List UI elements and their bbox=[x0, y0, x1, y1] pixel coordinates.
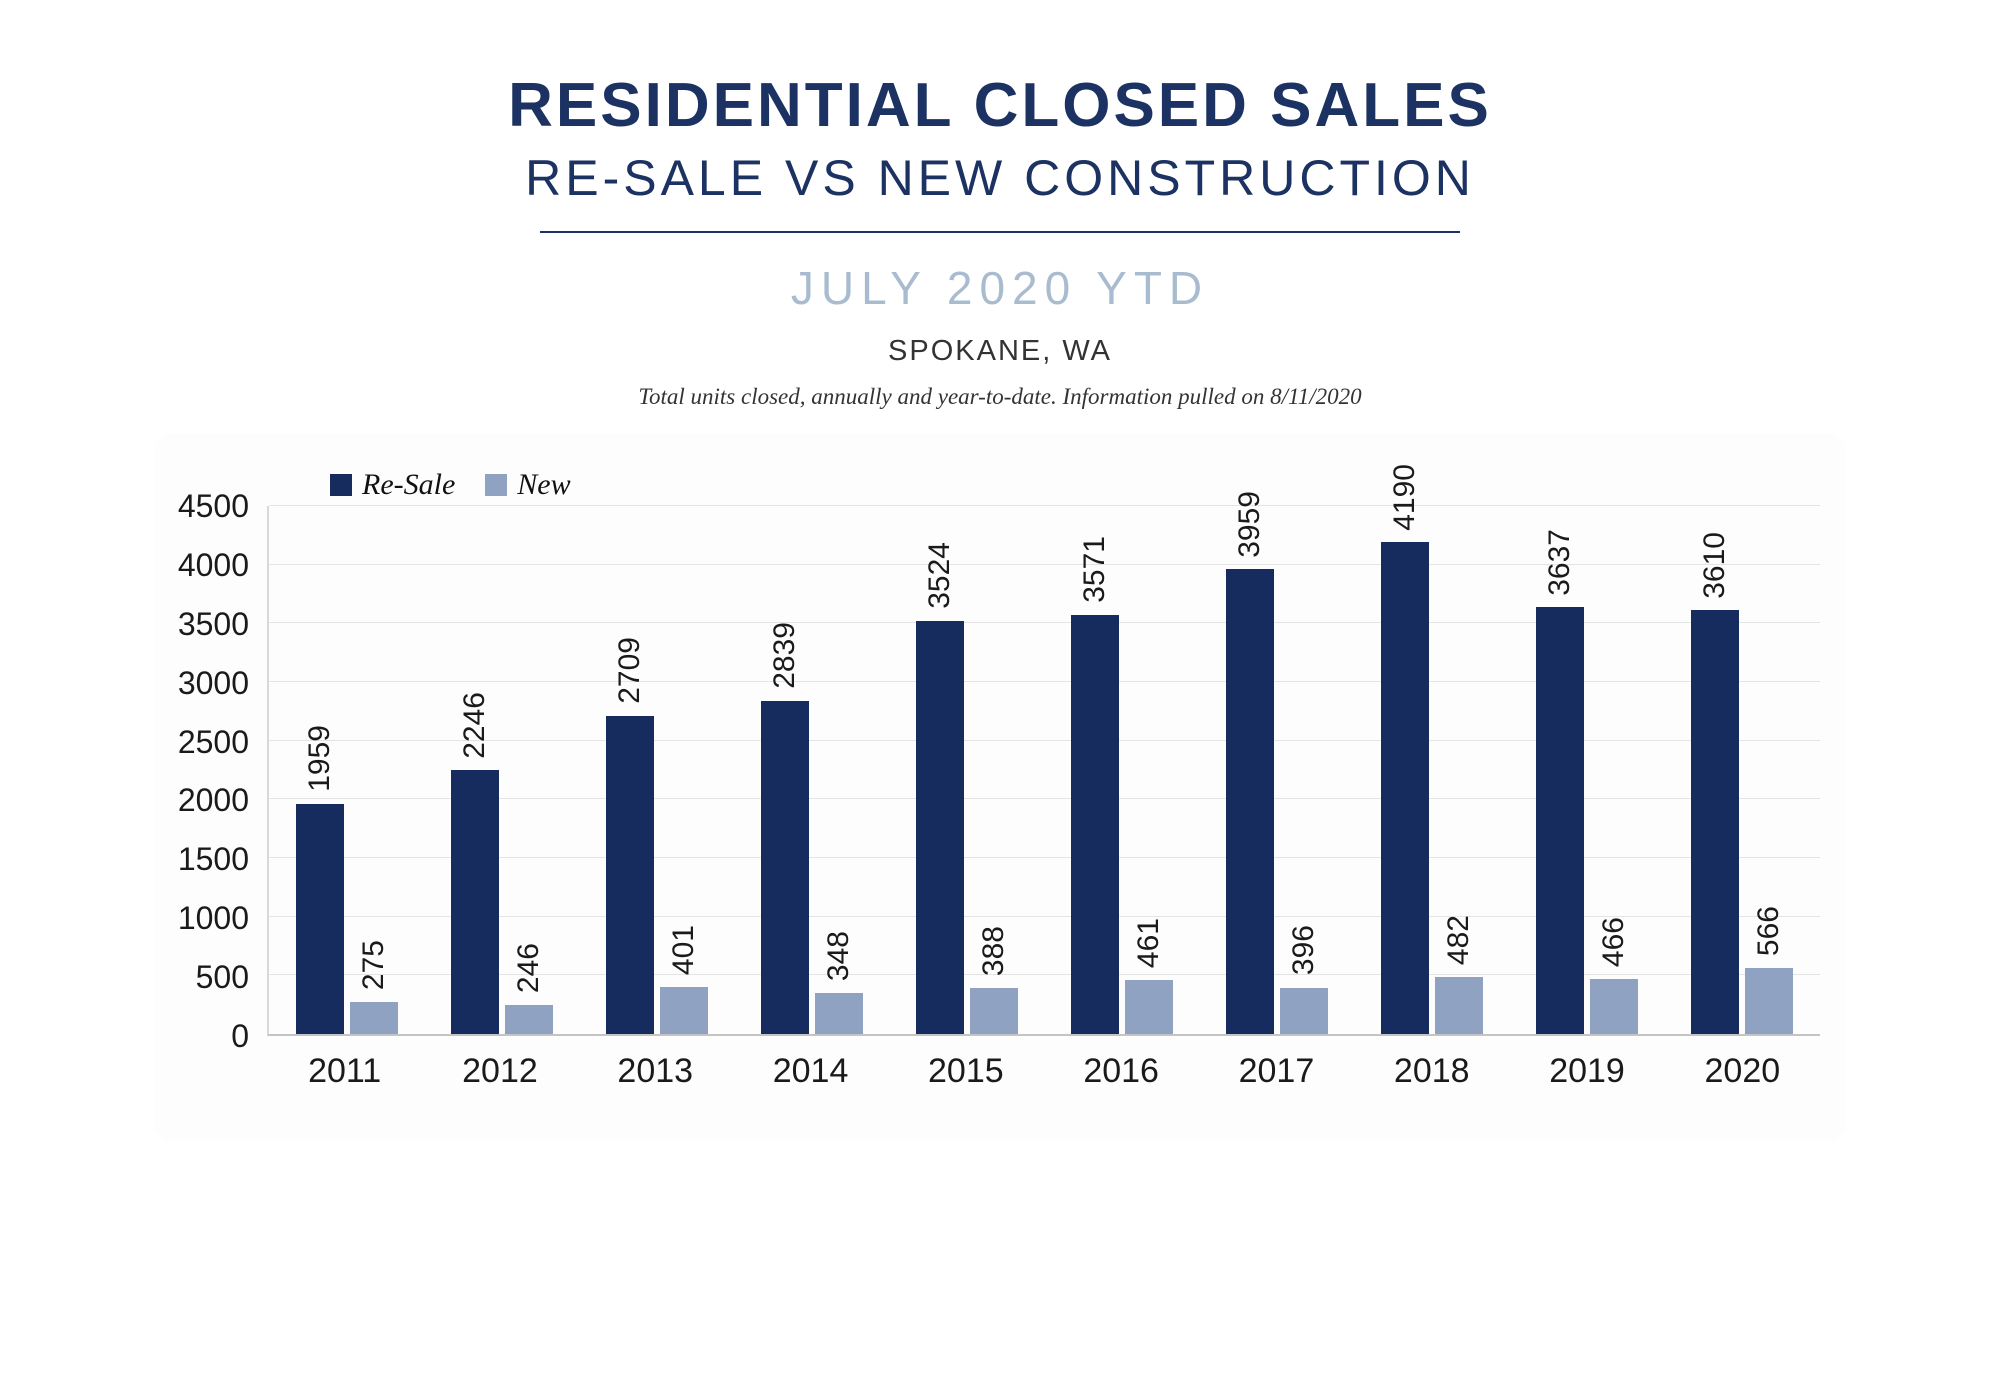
bar-value-label: 3959 bbox=[1233, 490, 1267, 558]
bar-group-2017: 3959 396 bbox=[1200, 491, 1355, 1034]
bar-group-2016: 3571 461 bbox=[1044, 506, 1199, 1034]
x-axis-label-2020: 2020 bbox=[1704, 1052, 1781, 1090]
new-bar-2014: 348 bbox=[814, 931, 863, 1034]
gridline bbox=[269, 505, 1820, 506]
new-bar-2012: 246 bbox=[504, 943, 553, 1034]
x-axis-label-2015: 2015 bbox=[928, 1052, 1004, 1090]
x-axis-label-2011: 2011 bbox=[308, 1052, 382, 1090]
bar-groups: 1959 275 2246 246 2709 401 2839 348 3524 388 3571 4… bbox=[269, 464, 1820, 1034]
report-note: Total units closed, annually and year-to… bbox=[638, 384, 1362, 409]
resale-bar-2019: 3637 bbox=[1536, 529, 1585, 1034]
bar-value-label: 1959 bbox=[302, 725, 336, 793]
gridline bbox=[269, 857, 1820, 858]
y-axis-tick-label: 0 bbox=[231, 1018, 249, 1054]
resale-bar-2011: 1959 bbox=[295, 725, 344, 1034]
bar-value-label: 388 bbox=[976, 926, 1010, 977]
y-axis-tick-label: 1000 bbox=[177, 900, 249, 937]
bar-group-2020: 3610 566 bbox=[1665, 506, 1820, 1034]
bar-value-label: 3571 bbox=[1078, 536, 1112, 604]
y-axis: 0 500 1000 1500 2000 2500 3000 3500 4000 4500 bbox=[155, 490, 267, 1052]
bar-group-2018: 4190 482 bbox=[1355, 464, 1510, 1034]
bar-value-label: 2709 bbox=[612, 637, 646, 705]
resale-bar-2016: 3571 bbox=[1071, 536, 1120, 1034]
bar-group-2011: 1959 275 bbox=[269, 506, 424, 1034]
resale-bar-2017: 3959 bbox=[1226, 491, 1275, 1034]
report-location: SPOKANE, WA bbox=[888, 335, 1112, 367]
y-axis-tick-label: 1500 bbox=[177, 841, 249, 878]
bar-value-label: 401 bbox=[666, 924, 700, 975]
bar-value-label: 246 bbox=[511, 943, 545, 994]
bar-value-label: 348 bbox=[821, 931, 855, 982]
bar-value-label: 2839 bbox=[767, 622, 801, 689]
new-bar-2018: 482 bbox=[1435, 915, 1484, 1034]
bar-value-label: 3637 bbox=[1543, 528, 1577, 596]
x-axis-label-2016: 2016 bbox=[1083, 1052, 1159, 1090]
bar-value-label: 466 bbox=[1597, 917, 1631, 968]
bar-value-label: 3524 bbox=[922, 541, 956, 609]
x-axis-label-2012: 2012 bbox=[462, 1052, 538, 1090]
y-axis-tick-label: 4500 bbox=[177, 488, 249, 524]
y-axis-tick-label: 3500 bbox=[177, 605, 249, 642]
bar-value-label: 2246 bbox=[457, 691, 491, 759]
gridline bbox=[269, 798, 1820, 800]
resale-bar-2018: 4190 bbox=[1381, 464, 1430, 1034]
bar-group-2015: 3524 388 bbox=[889, 506, 1044, 1034]
resale-bar-2013: 2709 bbox=[605, 637, 654, 1034]
new-legend-label: New bbox=[517, 468, 571, 501]
new-bar-2011: 275 bbox=[349, 940, 398, 1034]
plot-row: 0 500 1000 1500 2000 2500 3000 3500 4000 4500 195… bbox=[155, 464, 1820, 1052]
bar-value-label: 3610 bbox=[1698, 531, 1732, 599]
resale-legend-swatch bbox=[330, 474, 352, 496]
bar-group-2014: 2839 348 bbox=[734, 506, 889, 1034]
x-axis-label-2014: 2014 bbox=[772, 1052, 849, 1090]
gridline bbox=[269, 681, 1820, 682]
chart-legend: Re-Sale New bbox=[330, 464, 1820, 506]
title-divider bbox=[540, 231, 1460, 233]
new-bar-2019: 466 bbox=[1590, 917, 1639, 1034]
bar-value-label: 396 bbox=[1287, 925, 1321, 976]
gridline bbox=[269, 739, 1820, 741]
new-bar-2013: 401 bbox=[659, 925, 708, 1034]
bar-value-label: 482 bbox=[1442, 915, 1476, 966]
plot-area: 1959 275 2246 246 2709 401 2839 348 3524 388 3571 4… bbox=[267, 464, 1820, 1036]
page-title: RESIDENTIAL CLOSED SALES bbox=[508, 71, 1492, 140]
gridline bbox=[269, 563, 1820, 565]
bar-group-2013: 2709 401 bbox=[579, 506, 734, 1034]
new-bar-2015: 388 bbox=[969, 926, 1018, 1034]
report-header: RESIDENTIAL CLOSED SALES RE-SALE VS NEW … bbox=[0, 0, 2000, 410]
legend-item-resale: Re-Sale bbox=[330, 468, 455, 502]
legend-item-new: New bbox=[485, 468, 571, 502]
new-bar-2017: 396 bbox=[1280, 925, 1329, 1034]
bar-value-label: 461 bbox=[1132, 917, 1166, 968]
bar-value-label: 275 bbox=[356, 939, 390, 990]
x-axis-label-2013: 2013 bbox=[617, 1052, 694, 1090]
bar-group-2012: 2246 246 bbox=[424, 506, 579, 1034]
resale-bar-2012: 2246 bbox=[450, 692, 499, 1034]
gridline bbox=[269, 974, 1820, 976]
gridline bbox=[269, 915, 1820, 917]
resale-bar-2014: 2839 bbox=[760, 622, 809, 1034]
x-axis-label-2017: 2017 bbox=[1238, 1052, 1315, 1090]
bar-chart: Re-Sale New 0 500 1000 1500 2000 2500 3000 3500… bbox=[155, 434, 1845, 1141]
y-axis-tick-label: 500 bbox=[195, 959, 249, 996]
x-axis: 2011 2012 2013 2014 2015 2016 2017 2018 2019 2020 bbox=[267, 1036, 1820, 1091]
y-axis-tick-label: 2500 bbox=[177, 723, 249, 760]
new-bar-2020: 566 bbox=[1745, 906, 1794, 1034]
bar-value-label: 4190 bbox=[1388, 463, 1422, 531]
bar-group-2019: 3637 466 bbox=[1510, 506, 1665, 1034]
y-axis-tick-label: 4000 bbox=[177, 546, 249, 583]
gridline bbox=[269, 622, 1820, 624]
new-bar-2016: 461 bbox=[1125, 918, 1174, 1034]
bar-value-label: 566 bbox=[1752, 905, 1786, 956]
report-period: JULY 2020 YTD bbox=[790, 262, 1210, 314]
page-subtitle: RE-SALE VS NEW CONSTRUCTION bbox=[525, 150, 1475, 206]
x-axis-label-2018: 2018 bbox=[1393, 1052, 1470, 1090]
resale-legend-label: Re-Sale bbox=[362, 468, 456, 501]
resale-bar-2020: 3610 bbox=[1691, 532, 1740, 1034]
y-axis-tick-label: 3000 bbox=[177, 664, 249, 701]
resale-bar-2015: 3524 bbox=[915, 542, 964, 1034]
new-legend-swatch bbox=[485, 474, 508, 496]
x-axis-label-2019: 2019 bbox=[1549, 1052, 1625, 1090]
y-axis-tick-label: 2000 bbox=[177, 782, 249, 819]
